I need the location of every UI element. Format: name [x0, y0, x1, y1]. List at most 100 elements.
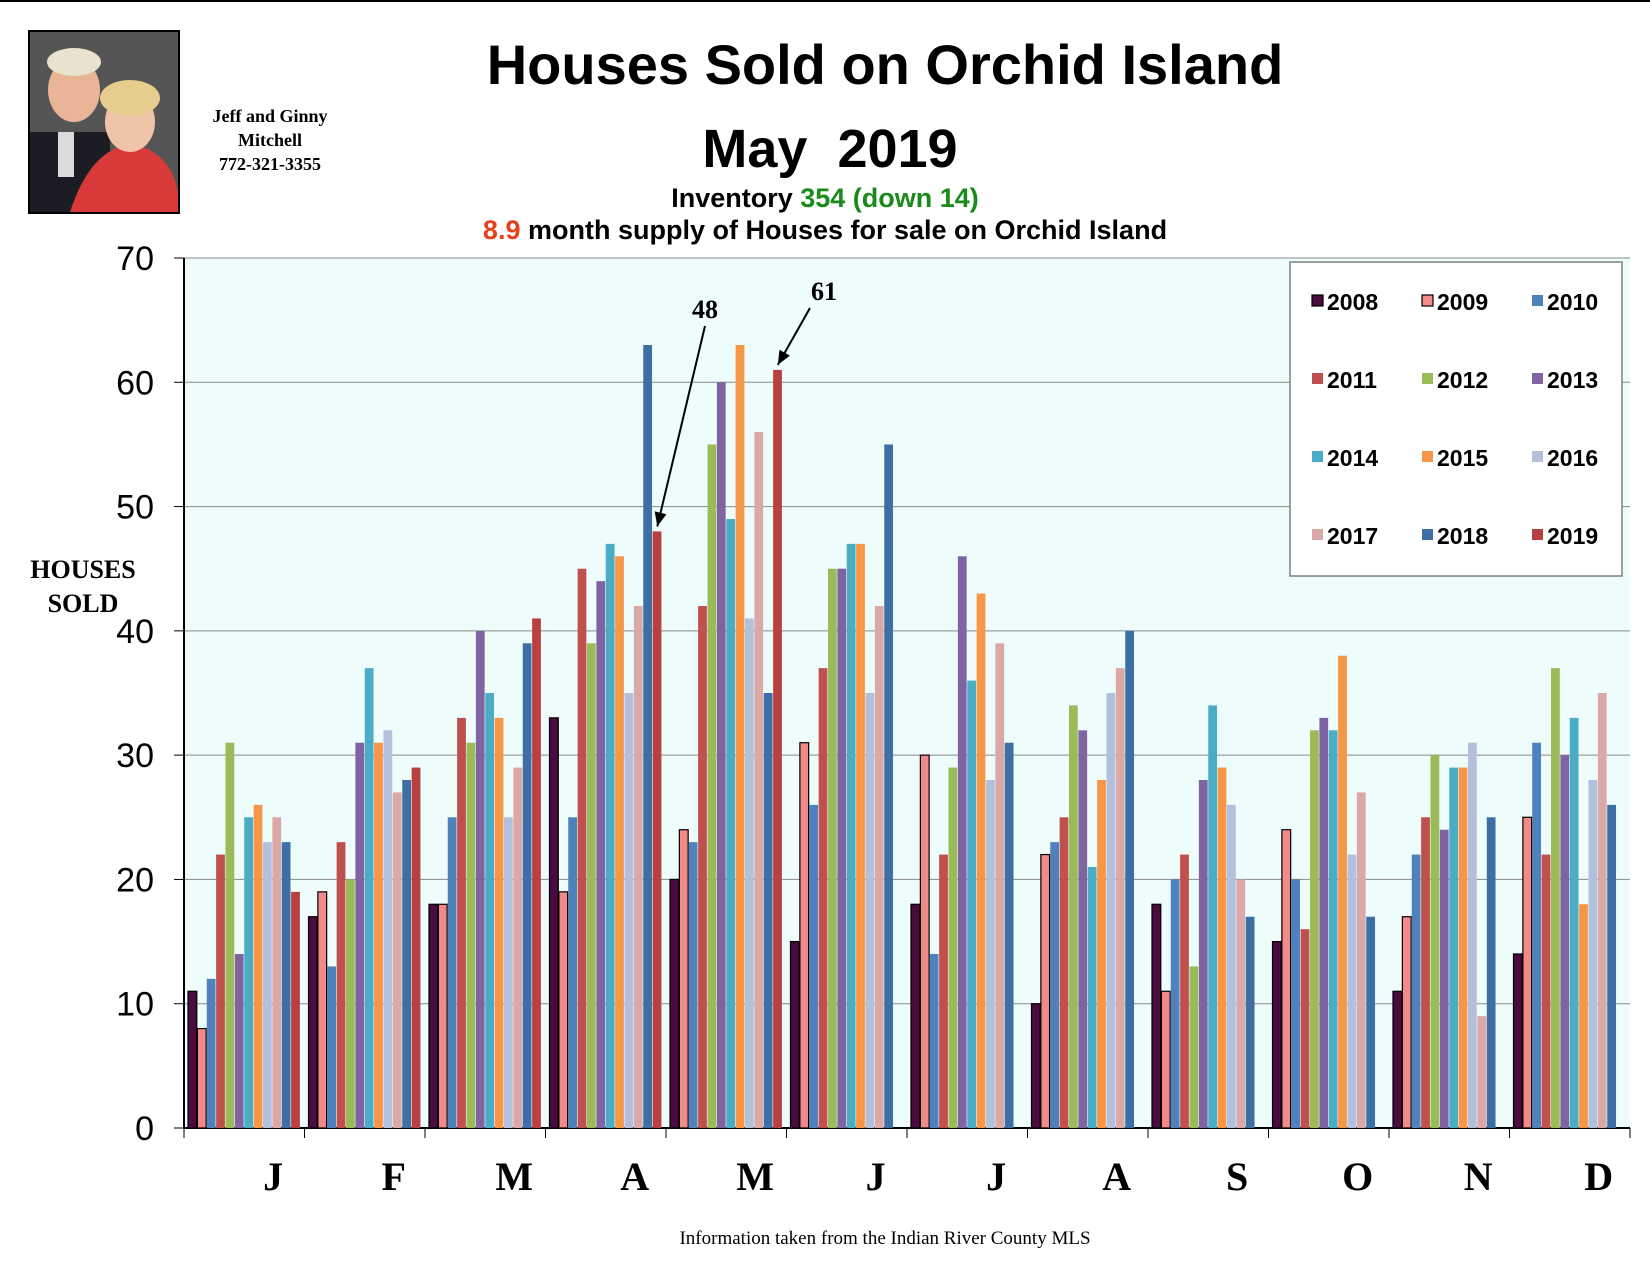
- supply-value: 8.9: [482, 215, 521, 245]
- bar-2014-4: [726, 519, 736, 1128]
- inventory-value: 354 (down 14): [800, 183, 979, 213]
- bar-2013-1: [355, 742, 365, 1128]
- x-tick-label: S: [1226, 1154, 1248, 1199]
- bar-2011-6: [939, 854, 948, 1128]
- bar-2015-1: [374, 742, 383, 1128]
- bar-2015-6: [976, 593, 986, 1128]
- bar-2016-5: [865, 693, 875, 1128]
- x-tick-label: F: [381, 1154, 405, 1199]
- bar-2008-8: [1151, 903, 1162, 1129]
- agent-name-line1: Jeff and Ginny: [212, 106, 328, 126]
- bar-2011-3: [577, 568, 587, 1128]
- y-axis-label-line2: SOLD: [47, 589, 119, 618]
- bar-2016-4: [745, 618, 754, 1128]
- inventory-label: Inventory: [671, 183, 793, 213]
- bar-2009-5: [799, 742, 810, 1129]
- agent-name-line2: Mitchell: [238, 130, 302, 150]
- bar-2014-0: [244, 817, 254, 1128]
- bar-2012-10: [1430, 755, 1440, 1128]
- legend-label-2014: 2014: [1327, 445, 1378, 471]
- bar-2019-0: [291, 891, 300, 1128]
- bar-2017-5: [874, 606, 884, 1128]
- bar-2011-5: [818, 668, 828, 1128]
- bar-2013-5: [837, 568, 847, 1128]
- bar-2009-7: [1040, 853, 1051, 1129]
- bar-2010-11: [1532, 742, 1542, 1128]
- bar-2015-3: [615, 556, 624, 1128]
- bar-2013-4: [716, 382, 726, 1128]
- legend-label-2017: 2017: [1327, 523, 1378, 549]
- y-tick-label: 10: [116, 986, 154, 1024]
- x-tick-label: A: [1102, 1154, 1131, 1199]
- bar-2011-11: [1541, 854, 1551, 1128]
- bar-2017-6: [995, 643, 1005, 1128]
- bar-2018-1: [402, 780, 412, 1128]
- bar-2017-4: [754, 432, 764, 1128]
- bar-2014-3: [605, 543, 615, 1128]
- bar-2018-10: [1486, 817, 1496, 1128]
- legend-swatch-2015: [1422, 451, 1433, 462]
- x-tick-label: J: [263, 1154, 283, 1199]
- bar-2016-9: [1347, 854, 1357, 1128]
- x-tick-label: D: [1584, 1154, 1613, 1199]
- bar-2018-9: [1366, 916, 1376, 1128]
- legend-swatch-2017: [1312, 529, 1323, 540]
- bar-2017-1: [392, 792, 402, 1128]
- bar-2015-5: [856, 543, 865, 1128]
- bar-2016-8: [1227, 804, 1236, 1128]
- bar-2010-4: [688, 842, 698, 1128]
- bar-2016-6: [986, 780, 995, 1128]
- agent-contact: Jeff and Ginny Mitchell 772-321-3355: [190, 104, 350, 176]
- bar-2019-1: [411, 767, 421, 1128]
- source-note: Information taken from the Indian River …: [679, 1228, 1091, 1249]
- bar-2016-11: [1588, 780, 1598, 1128]
- bar-2013-8: [1198, 780, 1208, 1128]
- bar-2009-2: [437, 903, 448, 1129]
- bar-2017-10: [1477, 1016, 1487, 1128]
- bar-2010-3: [568, 817, 578, 1128]
- bar-2018-0: [281, 842, 291, 1128]
- bar-2017-3: [633, 606, 643, 1128]
- bar-2012-3: [587, 643, 596, 1128]
- bar-2012-4: [707, 444, 717, 1128]
- bar-2011-0: [216, 854, 225, 1128]
- legend-box: [1289, 261, 1623, 577]
- legend-label-2008: 2008: [1327, 289, 1378, 315]
- y-tick-label: 70: [116, 240, 154, 278]
- bar-2010-9: [1291, 879, 1301, 1128]
- agent-photo: [28, 30, 180, 214]
- bar-2008-11: [1512, 953, 1523, 1129]
- legend-swatch-2019: [1532, 529, 1543, 540]
- bar-2010-5: [809, 804, 819, 1128]
- bar-2012-8: [1189, 966, 1199, 1128]
- x-tick-label: M: [736, 1154, 774, 1199]
- bar-2009-9: [1281, 829, 1292, 1129]
- bar-2012-1: [346, 879, 355, 1128]
- bar-2016-2: [504, 817, 513, 1128]
- legend-label-2013: 2013: [1547, 367, 1598, 393]
- bar-2014-10: [1449, 767, 1459, 1128]
- legend-swatch-2016: [1532, 451, 1543, 462]
- inventory-line: Inventory 354 (down 14): [0, 183, 1650, 214]
- bar-2010-7: [1050, 842, 1060, 1128]
- bar-2013-7: [1078, 730, 1088, 1128]
- bar-2009-10: [1401, 916, 1412, 1129]
- bar-2014-9: [1328, 730, 1338, 1128]
- bar-2016-3: [624, 693, 634, 1128]
- annotation-label: 61: [811, 277, 837, 306]
- bar-2010-2: [447, 817, 457, 1128]
- bar-2014-5: [846, 543, 856, 1128]
- x-tick-label: O: [1342, 1154, 1373, 1199]
- bar-2015-10: [1458, 767, 1468, 1128]
- bar-2015-8: [1217, 767, 1227, 1128]
- supply-text: month supply of Houses for sale on Orchi…: [527, 215, 1168, 245]
- bar-2016-1: [383, 730, 393, 1128]
- bar-2018-2: [522, 643, 532, 1128]
- bar-2014-8: [1208, 705, 1218, 1128]
- legend-swatch-2012: [1422, 373, 1433, 384]
- annotation-label: 48: [692, 295, 718, 324]
- bar-2017-0: [272, 817, 282, 1128]
- y-tick-label: 20: [116, 861, 154, 899]
- annotation-arrow: [656, 325, 706, 527]
